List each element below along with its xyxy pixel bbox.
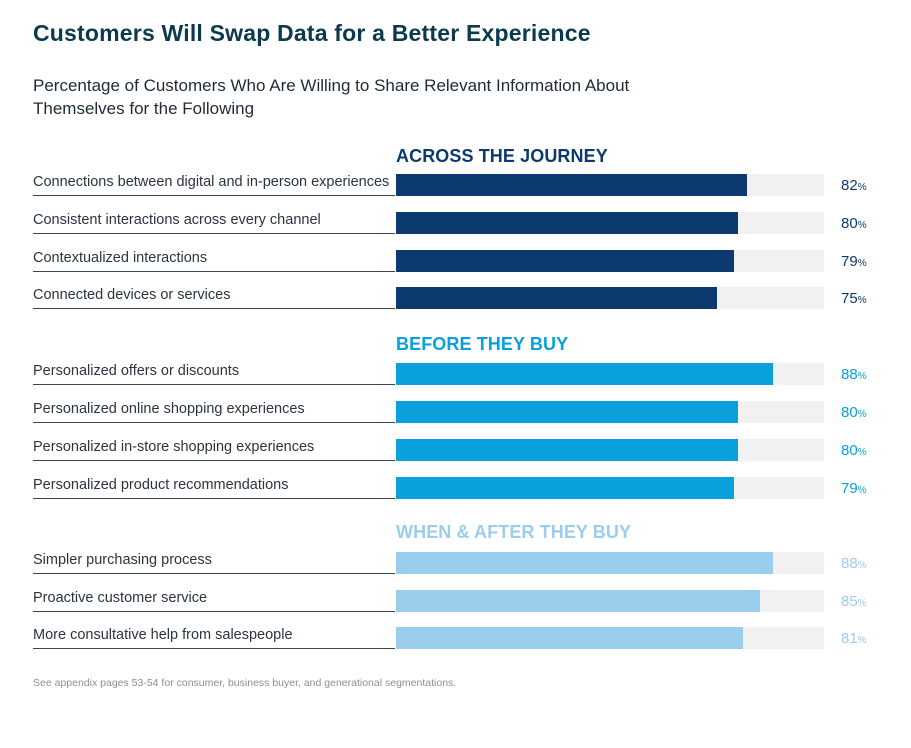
group-header-when-after-they-buy: WHEN & AFTER THEY BUY [396, 522, 632, 542]
bar-row: Personalized online shopping experiences… [33, 393, 893, 423]
bar-value: 88% [841, 366, 867, 383]
bar-label: Personalized in-store shopping experienc… [33, 439, 315, 455]
bar-track [396, 212, 824, 234]
label-rule [33, 498, 395, 499]
bar-track [396, 439, 824, 461]
bar-fill [396, 212, 739, 234]
bar-row: Consistent interactions across every cha… [33, 204, 893, 234]
label-rule [33, 611, 395, 612]
bar-row: Simpler purchasing process 88% [33, 544, 893, 574]
bar-track [396, 174, 824, 196]
footnote: See appendix pages 53-54 for consumer, b… [33, 677, 457, 689]
bar-label: Proactive customer service [33, 590, 208, 606]
group-header-across-the-journey: ACROSS THE JOURNEY [396, 146, 608, 166]
bar-track [396, 552, 824, 574]
bar-value: 79% [841, 253, 867, 270]
bar-row: Personalized in-store shopping experienc… [33, 431, 893, 461]
bar-track [396, 363, 824, 385]
label-rule [33, 648, 395, 649]
bar-value: 88% [841, 555, 867, 572]
label-rule [33, 384, 395, 385]
bar-row: Contextualized interactions 79% [33, 242, 893, 272]
bar-value: 75% [841, 290, 867, 307]
label-rule [33, 308, 395, 309]
bar-label: Simpler purchasing process [33, 552, 212, 568]
bar-row: More consultative help from salespeople … [33, 619, 893, 649]
bar-label: Personalized offers or discounts [33, 363, 240, 379]
bar-row: Personalized offers or discounts 88% [33, 355, 893, 385]
bar-value: 80% [841, 215, 867, 232]
bar-track [396, 250, 824, 272]
bar-value: 82% [841, 177, 867, 194]
bar-label: Connections between digital and in-perso… [33, 174, 390, 190]
bar-track [396, 287, 824, 309]
label-rule [33, 271, 395, 272]
label-rule [33, 573, 395, 574]
bar-track [396, 627, 824, 649]
bar-value: 79% [841, 480, 867, 497]
bar-label: More consultative help from salespeople [33, 627, 293, 643]
bar-fill [396, 250, 735, 272]
bar-value: 80% [841, 442, 867, 459]
bar-label: Personalized online shopping experiences [33, 401, 305, 417]
bar-fill [396, 477, 735, 499]
bar-value: 80% [841, 404, 867, 421]
chart-subtitle: Percentage of Customers Who Are Willing … [33, 76, 630, 118]
label-rule [33, 195, 395, 196]
bar-fill [396, 590, 760, 612]
bar-fill [396, 287, 717, 309]
bar-value: 81% [841, 630, 867, 647]
bar-fill [396, 174, 747, 196]
bar-track [396, 401, 824, 423]
bar-fill [396, 363, 773, 385]
bar-fill [396, 401, 739, 423]
bar-row: Connections between digital and in-perso… [33, 166, 893, 196]
bar-label: Consistent interactions across every cha… [33, 212, 321, 228]
bar-track [396, 590, 824, 612]
bar-row: Proactive customer service 85% [33, 582, 893, 612]
bar-fill [396, 552, 773, 574]
bar-track [396, 477, 824, 499]
bar-label: Contextualized interactions [33, 250, 208, 266]
bar-fill [396, 627, 743, 649]
bar-row: Personalized product recommendations 79% [33, 469, 893, 499]
bar-label: Connected devices or services [33, 287, 231, 303]
group-header-before-they-buy: BEFORE THEY BUY [396, 334, 569, 354]
bar-label: Personalized product recommendations [33, 477, 289, 493]
chart-title: Customers Will Swap Data for a Better Ex… [33, 20, 591, 46]
bar-row: Connected devices or services 75% [33, 279, 893, 309]
label-rule [33, 422, 395, 423]
bar-fill [396, 439, 739, 461]
bar-value: 85% [841, 593, 867, 610]
label-rule [33, 460, 395, 461]
label-rule [33, 233, 395, 234]
